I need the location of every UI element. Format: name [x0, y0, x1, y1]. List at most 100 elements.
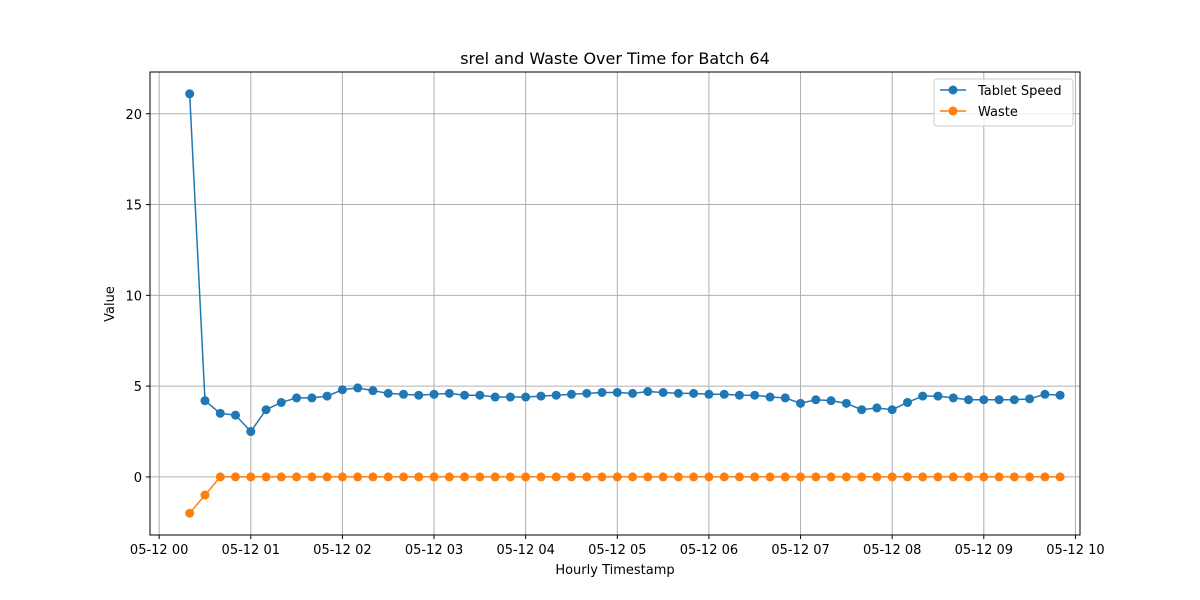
data-point-tablet-speed [963, 395, 973, 405]
x-tick-label: 05-12 10 [1046, 543, 1104, 558]
data-point-waste [628, 472, 638, 482]
data-point-waste [612, 472, 622, 482]
data-point-waste [475, 472, 485, 482]
x-tick-label: 05-12 08 [863, 543, 921, 558]
data-point-waste [429, 472, 439, 482]
data-point-tablet-speed [1040, 389, 1050, 399]
x-axis: 05-12 00 05-12 01 05-12 02 05-12 03 05-12 04… [130, 535, 1105, 558]
data-point-tablet-speed [414, 390, 424, 400]
y-tick-label: 0 [134, 471, 142, 486]
data-point-tablet-speed [399, 389, 409, 399]
data-point-waste [1025, 472, 1035, 482]
data-point-waste [444, 472, 454, 482]
data-point-tablet-speed [841, 398, 851, 408]
data-point-waste [460, 472, 470, 482]
data-point-tablet-speed [230, 410, 240, 420]
data-point-waste [811, 472, 821, 482]
legend-label-tablet-speed: Tablet Speed [977, 84, 1062, 99]
data-point-waste [368, 472, 378, 482]
data-point-tablet-speed [261, 405, 271, 415]
data-point-tablet-speed [307, 393, 317, 403]
data-point-tablet-speed [750, 390, 760, 400]
plot-frame [149, 71, 1081, 536]
data-point-tablet-speed [505, 392, 515, 402]
data-point-tablet-speed [765, 392, 775, 402]
data-point-tablet-speed [826, 396, 836, 406]
data-point-tablet-speed [994, 395, 1004, 405]
data-point-tablet-speed [276, 397, 286, 407]
data-point-waste [1009, 472, 1019, 482]
data-point-waste [292, 472, 302, 482]
data-point-waste [1055, 472, 1065, 482]
data-point-tablet-speed [857, 405, 867, 415]
data-point-waste [276, 472, 286, 482]
x-tick-label: 05-12 06 [680, 543, 738, 558]
data-point-waste [673, 472, 683, 482]
data-point-waste [857, 472, 867, 482]
data-point-waste [979, 472, 989, 482]
grid [150, 72, 1080, 535]
legend-label-waste: Waste [978, 105, 1018, 120]
data-point-waste [505, 472, 515, 482]
data-point-waste [536, 472, 546, 482]
legend-box [933, 78, 1074, 127]
data-point-tablet-speed [536, 391, 546, 401]
data-point-tablet-speed [902, 397, 912, 407]
data-point-waste [200, 490, 210, 500]
x-tick-label: 05-12 00 [130, 543, 188, 558]
data-point-tablet-speed [796, 398, 806, 408]
data-point-waste [521, 472, 531, 482]
data-point-waste [566, 472, 576, 482]
data-point-waste [948, 472, 958, 482]
data-point-waste [383, 472, 393, 482]
x-axis-label: Hourly Timestamp [555, 563, 674, 578]
data-point-waste [750, 472, 760, 482]
data-point-tablet-speed [719, 389, 729, 399]
data-point-waste [841, 472, 851, 482]
data-point-waste [490, 472, 500, 482]
data-point-tablet-speed [215, 408, 225, 418]
data-point-tablet-speed [1025, 394, 1035, 404]
data-point-waste [230, 472, 240, 482]
data-point-tablet-speed [475, 390, 485, 400]
data-point-waste [963, 472, 973, 482]
data-point-tablet-speed [979, 395, 989, 405]
data-point-tablet-speed [704, 389, 714, 399]
data-point-tablet-speed [734, 390, 744, 400]
x-tick-label: 05-12 04 [496, 543, 554, 558]
data-point-waste [765, 472, 775, 482]
data-point-tablet-speed [383, 388, 393, 398]
data-point-tablet-speed [246, 427, 256, 437]
data-point-waste [780, 472, 790, 482]
data-point-waste [551, 472, 561, 482]
data-point-tablet-speed [933, 391, 943, 401]
data-point-tablet-speed [521, 392, 531, 402]
data-point-waste [872, 472, 882, 482]
data-point-tablet-speed [780, 393, 790, 403]
data-point-tablet-speed [673, 388, 683, 398]
data-point-waste [734, 472, 744, 482]
data-point-tablet-speed [948, 393, 958, 403]
series-line-tablet-speed [188, 93, 1061, 433]
data-point-waste [719, 472, 729, 482]
data-point-tablet-speed [658, 387, 668, 397]
data-point-waste [582, 472, 592, 482]
series-line-waste [189, 476, 1061, 514]
data-point-tablet-speed [368, 386, 378, 396]
data-point-tablet-speed [490, 392, 500, 402]
data-point-tablet-speed [872, 403, 882, 413]
y-axis: 0 5 10 15 20 [125, 108, 150, 486]
data-point-tablet-speed [566, 389, 576, 399]
data-point-waste [918, 472, 928, 482]
data-point-waste [353, 472, 363, 482]
data-point-waste [322, 472, 332, 482]
data-point-tablet-speed [322, 391, 332, 401]
data-point-tablet-speed [1009, 395, 1019, 405]
data-point-tablet-speed [337, 385, 347, 395]
data-point-tablet-speed [918, 391, 928, 401]
data-point-waste [185, 508, 195, 518]
series-layer [185, 89, 1065, 518]
legend-marker-tablet-speed [948, 85, 958, 95]
x-tick-label: 05-12 01 [222, 543, 280, 558]
